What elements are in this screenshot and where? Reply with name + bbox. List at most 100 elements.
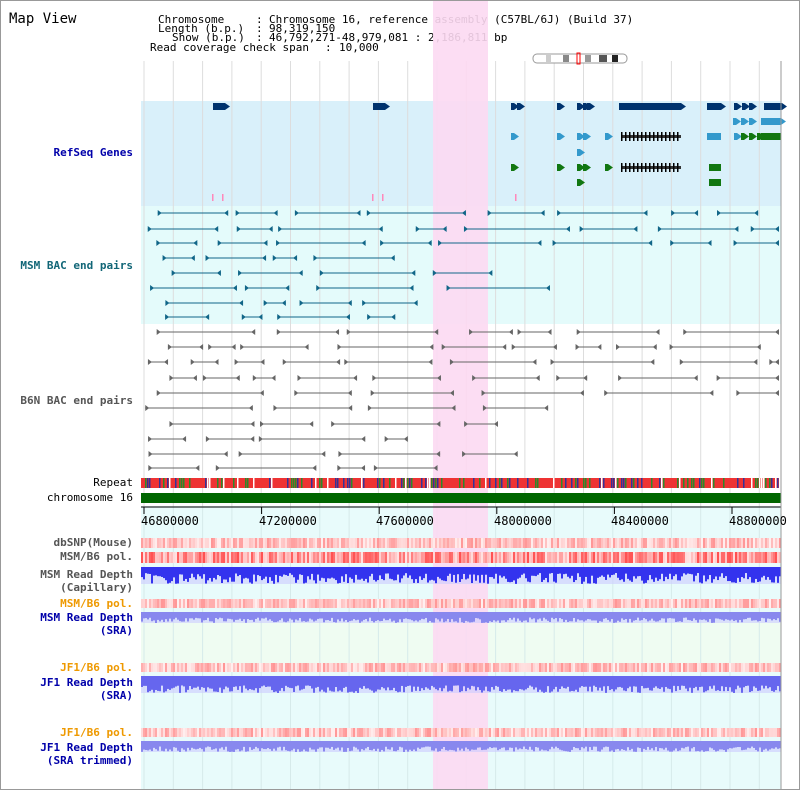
- repeat-element: [661, 478, 663, 488]
- jf1-depth-sra-track: [773, 676, 775, 692]
- repeat-element: [287, 478, 289, 488]
- jf1-b6-pol-track-2: [275, 728, 277, 737]
- msm-b6-pol-track: [759, 552, 761, 563]
- msm-b6-pol-track-2: [641, 599, 643, 608]
- jf1-b6-pol-track: [397, 663, 399, 672]
- jf1-depth-sra-track: [711, 676, 713, 689]
- dbsnp-track: [199, 538, 201, 548]
- track-label-msm-b6-pol-2[interactable]: MSM/B6 pol.: [60, 597, 133, 610]
- jf1-b6-pol-track: [471, 663, 473, 672]
- msm-b6-pol-track: [503, 552, 505, 563]
- jf1-b6-pol-track: [149, 663, 151, 672]
- track-label-msm-depth-sra[interactable]: MSM Read Depth: [40, 611, 133, 624]
- dbsnp-track: [427, 538, 429, 548]
- msm-b6-pol-track-2: [257, 599, 259, 608]
- track-label-msm-depth-capillary[interactable]: MSM Read Depth: [40, 568, 133, 581]
- track-label-jf1-b6-pol[interactable]: JF1/B6 pol.: [60, 661, 133, 674]
- msm-depth-sra-track: [411, 612, 413, 621]
- jf1-depth-sra-track: [723, 676, 725, 692]
- track-label-msm-bac[interactable]: MSM BAC end pairs: [20, 259, 133, 272]
- jf1-depth-sra-track: [627, 676, 629, 689]
- jf1-depth-trimmed-track: [411, 741, 413, 752]
- jf1-depth-trimmed-track: [467, 741, 469, 750]
- jf1-depth-sra-track: [229, 676, 231, 692]
- jf1-b6-pol-track: [271, 663, 273, 672]
- jf1-depth-sra-track: [603, 676, 605, 687]
- jf1-depth-sra-track: [613, 676, 615, 692]
- msm-b6-pol-track: [477, 552, 479, 563]
- jf1-b6-pol-track-2: [453, 728, 455, 737]
- msm-b6-pol-track-2: [509, 599, 511, 608]
- msm-depth-capillary-track: [381, 567, 383, 580]
- track-label-jf1-b6-pol-2[interactable]: JF1/B6 pol.: [60, 726, 133, 739]
- msm-depth-capillary-track: [435, 567, 437, 584]
- msm-depth-sra-track: [377, 612, 379, 621]
- msm-depth-capillary-track: [389, 567, 391, 579]
- jf1-b6-pol-track: [243, 663, 245, 672]
- jf1-b6-pol-track: [255, 663, 257, 672]
- jf1-depth-sra-track: [579, 676, 581, 688]
- msm-b6-pol-track: [219, 552, 221, 563]
- jf1-depth-sra-track: [469, 676, 471, 690]
- msm-depth-capillary-track: [467, 567, 469, 579]
- msm-b6-pol-track: [413, 552, 415, 563]
- dbsnp-track: [225, 538, 227, 548]
- msm-bac-pair-end: [262, 255, 267, 261]
- track-label-jf1-depth-trimmed[interactable]: JF1 Read Depth: [40, 741, 133, 754]
- msm-b6-pol-track-2: [753, 599, 755, 608]
- track-label-dbsnp[interactable]: dbSNP(Mouse): [53, 536, 133, 549]
- track-label-msm-b6-pol[interactable]: MSM/B6 pol.: [60, 550, 133, 563]
- track-label-refseq[interactable]: RefSeq Genes: [53, 146, 133, 159]
- msm-bac-pair-end: [273, 210, 278, 216]
- dbsnp-track: [187, 538, 189, 548]
- msm-depth-sra-track: [253, 612, 255, 622]
- track-label-jf1-depth-sra[interactable]: JF1 Read Depth: [40, 676, 133, 689]
- msm-b6-pol-track: [147, 552, 149, 563]
- b6n-bac-pair-end: [304, 344, 309, 350]
- msm-b6-pol-track: [665, 552, 667, 563]
- track-label-repeat[interactable]: Repeat: [93, 476, 133, 489]
- msm-depth-sra-track: [297, 612, 299, 621]
- dbsnp-track: [417, 538, 419, 548]
- msm-depth-sra-track: [521, 612, 523, 623]
- dbsnp-track: [495, 538, 497, 548]
- jf1-b6-pol-track-2: [565, 728, 567, 737]
- jf1-depth-trimmed-track: [745, 741, 747, 750]
- repeat-element: [713, 478, 715, 488]
- dbsnp-track: [177, 538, 179, 548]
- msm-b6-pol-track-2: [729, 599, 731, 608]
- track-label-b6n-bac[interactable]: B6N BAC end pairs: [20, 394, 133, 407]
- msm-b6-pol-track: [467, 552, 469, 563]
- jf1-b6-pol-track-2: [489, 728, 491, 737]
- msm-depth-capillary-track: [757, 567, 759, 582]
- msm-depth-capillary-track: [149, 567, 151, 574]
- msm-depth-capillary-track: [591, 567, 593, 576]
- refseq-gene: [517, 103, 520, 110]
- track-label-chromosome[interactable]: chromosome 16: [46, 491, 133, 504]
- msm-depth-capillary-track: [615, 567, 617, 574]
- dbsnp-track: [503, 538, 505, 548]
- msm-b6-pol-track-2: [609, 599, 611, 608]
- dbsnp-track: [365, 538, 367, 548]
- jf1-depth-trimmed-track: [489, 741, 491, 748]
- msm-depth-capillary-track: [359, 567, 361, 580]
- jf1-b6-pol-track: [225, 663, 227, 672]
- jf1-depth-sra-track: [401, 676, 403, 686]
- jf1-depth-sra-track: [697, 676, 699, 691]
- dbsnp-track: [623, 538, 625, 548]
- jf1-b6-pol-track-2: [235, 728, 237, 737]
- b6n-bac-pair-end: [544, 405, 549, 411]
- jf1-b6-pol-track: [501, 663, 503, 672]
- jf1-depth-sra-track: [599, 676, 601, 688]
- jf1-b6-pol-track-2: [627, 728, 629, 737]
- msm-depth-capillary-track: [287, 567, 289, 576]
- jf1-depth-sra-track: [537, 676, 539, 692]
- msm-depth-capillary-track: [473, 567, 475, 575]
- msm-depth-sra-track: [307, 612, 309, 622]
- msm-b6-pol-track: [325, 552, 327, 563]
- jf1-depth-sra-track: [621, 676, 623, 688]
- jf1-depth-trimmed-track: [435, 741, 437, 749]
- msm-depth-capillary-track: [425, 567, 427, 574]
- jf1-depth-trimmed-track: [327, 741, 329, 748]
